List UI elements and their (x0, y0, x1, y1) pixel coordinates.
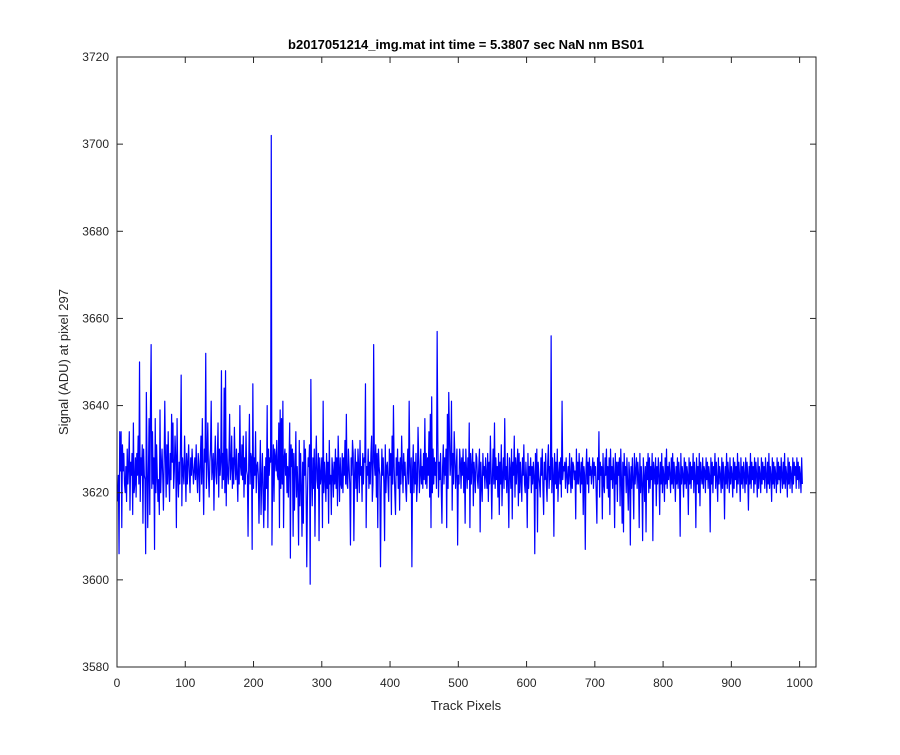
x-tick-label: 900 (721, 676, 741, 690)
series-line-1 (117, 134, 803, 585)
y-tick-label: 3660 (82, 311, 109, 325)
y-tick-label: 3580 (82, 660, 109, 674)
x-tick-label: 200 (244, 676, 264, 690)
axes-box (116, 56, 817, 668)
x-axis-label: Track Pixels (431, 698, 502, 713)
x-tick-label: 400 (380, 676, 400, 690)
x-tick-label: 100 (175, 676, 195, 690)
y-axis-ticks: 3580 3600 3620 3640 3660 3680 3700 3720 (82, 50, 816, 674)
series-layer (117, 134, 803, 585)
y-tick-label: 3600 (82, 573, 109, 587)
y-tick-label: 3700 (82, 137, 109, 151)
plot-area (117, 57, 816, 667)
x-tick-label: 800 (653, 676, 673, 690)
chart-title: b2017051214_img.mat int time = 5.3807 se… (288, 37, 644, 52)
x-tick-label: 300 (312, 676, 332, 690)
y-tick-label: 3720 (82, 50, 109, 64)
x-tick-label: 1000 (786, 676, 813, 690)
x-tick-label: 700 (585, 676, 605, 690)
y-tick-label: 3680 (82, 224, 109, 238)
y-tick-label: 3640 (82, 399, 109, 413)
y-tick-label: 3620 (82, 486, 109, 500)
x-tick-label: 600 (517, 676, 537, 690)
x-axis-ticks: 0 100 200 300 400 500 600 700 800 900 1000 (114, 57, 813, 690)
y-axis-label: Signal (ADU) at pixel 297 (56, 289, 71, 435)
x-tick-label: 0 (114, 676, 121, 690)
x-tick-label: 500 (448, 676, 468, 690)
